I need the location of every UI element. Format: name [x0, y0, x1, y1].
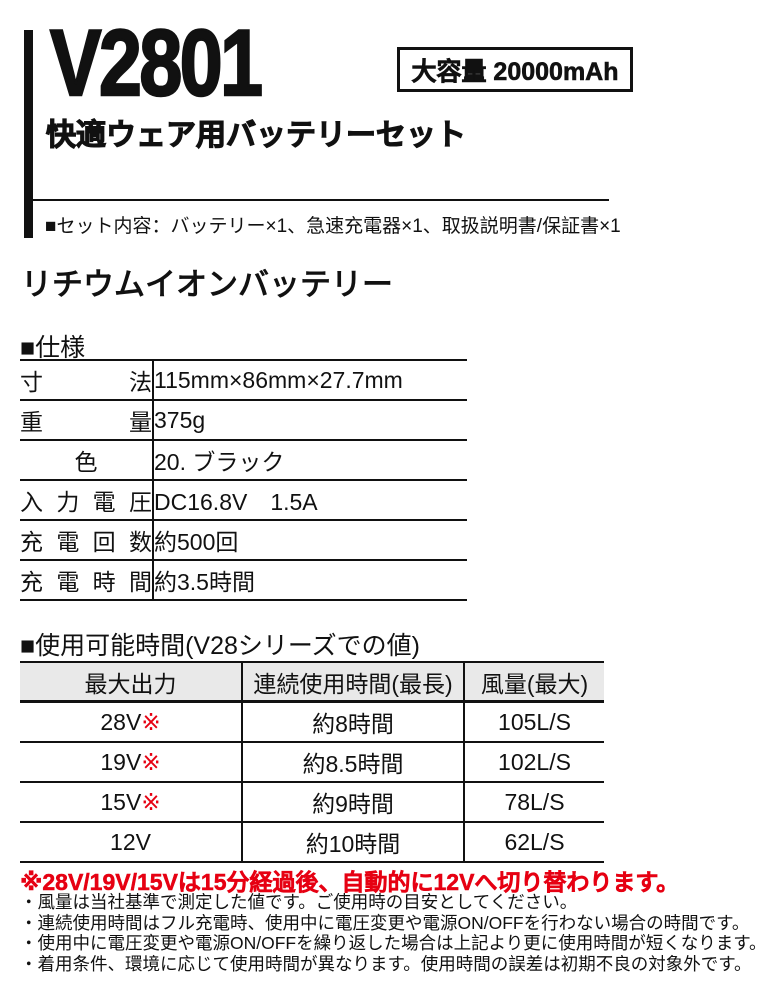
- footnote-wearing-conditions: ・着用条件、環境に応じて使用時間が異なります。使用時間の誤差は初期不良の対象外で…: [20, 953, 752, 974]
- spec-heading: ■仕様: [20, 334, 86, 362]
- usage-col-max-output: 最大出力: [20, 662, 243, 703]
- set-contents-text: ■セット内容：バッテリー×1、急速充電器×1、取扱説明書/保証書×1: [45, 216, 621, 237]
- usage-airflow-28v: 105L/S: [464, 701, 604, 743]
- voltage-label: 28V: [100, 708, 142, 735]
- spec-value-input-voltage: DC16.8V 1.5A: [153, 480, 467, 521]
- footnote-repeated-switching: ・使用中に電圧変更や電源ON/OFFを繰り返した場合は上記より更に使用時間が短く…: [20, 933, 762, 953]
- red-asterisk-mark: ※: [141, 788, 161, 815]
- spec-row-weight: 重 量 375g: [20, 400, 467, 441]
- usage-col-airflow: 風量(最大): [464, 662, 604, 703]
- spec-row-input-voltage: 入力電圧 DC16.8V 1.5A: [20, 480, 467, 521]
- spec-value-dimensions: 115mm×86mm×27.7mm: [153, 360, 467, 401]
- spec-table: 寸 法 115mm×86mm×27.7mm 重 量 375g 色 20. ブラッ…: [20, 359, 467, 601]
- red-asterisk-mark: ※: [141, 748, 161, 775]
- usage-duration-19v: 約8.5時間: [242, 742, 465, 783]
- voltage-switch-note: ※28V/19V/15Vは15分経過後、自動的に12Vへ切り替わります。: [20, 869, 680, 896]
- model-number: V2801: [49, 10, 264, 115]
- usage-duration-12v: 約10時間: [242, 822, 465, 863]
- spec-label-color: 色: [20, 440, 154, 481]
- usage-row-19v: 19V※ 約8.5時間 102L/S: [20, 742, 604, 783]
- spec-row-dimensions: 寸 法 115mm×86mm×27.7mm: [20, 360, 467, 401]
- accent-bar: [24, 30, 33, 238]
- voltage-label: 19V: [100, 748, 142, 775]
- usage-duration-15v: 約9時間: [242, 782, 465, 823]
- footnote-airflow: ・風量は当社基準で測定した値です。ご使用時の目安としてください。: [20, 892, 578, 912]
- capacity-badge: 大容量 20000mAh: [397, 47, 633, 92]
- usage-airflow-19v: 102L/S: [464, 742, 604, 783]
- usage-output-28v: 28V※: [20, 701, 243, 743]
- spec-label-dimensions: 寸 法: [20, 360, 154, 401]
- spec-label-charge-time: 充電時間: [20, 560, 154, 601]
- usage-output-15v: 15V※: [20, 782, 243, 823]
- voltage-label: 12V: [110, 828, 151, 855]
- spec-row-charge-time: 充電時間 約3.5時間: [20, 560, 467, 601]
- red-asterisk-mark: ※: [141, 708, 161, 735]
- usage-airflow-15v: 78L/S: [464, 782, 604, 823]
- footnote-duration-condition: ・連続使用時間はフル充電時、使用中に電圧変更や電源ON/OFFを行わない場合の時…: [20, 912, 750, 933]
- usage-col-duration: 連続使用時間(最長): [242, 662, 465, 703]
- spec-value-color: 20. ブラック: [153, 440, 467, 481]
- usage-duration-28v: 約8時間: [242, 701, 465, 743]
- spec-label-charge-cycles: 充電回数: [20, 520, 154, 561]
- spec-value-charge-time: 約3.5時間: [153, 560, 467, 601]
- battery-section-title: リチウムイオンバッテリー: [21, 267, 393, 302]
- usage-output-12v: 12V: [20, 822, 243, 863]
- usage-row-12v: 12V 約10時間 62L/S: [20, 822, 604, 863]
- spec-value-charge-cycles: 約500回: [153, 520, 467, 561]
- product-subtitle: 快適ウェア用バッテリーセット: [45, 118, 466, 152]
- usage-table: 最大出力 連続使用時間(最長) 風量(最大) 28V※ 約8時間 105L/S …: [20, 661, 604, 863]
- usage-heading: ■使用可能時間(V28シリーズでの値): [20, 632, 420, 660]
- usage-output-19v: 19V※: [20, 742, 243, 783]
- spec-label-input-voltage: 入力電圧: [20, 480, 154, 521]
- voltage-label: 15V: [100, 788, 142, 815]
- header-divider: [24, 199, 609, 201]
- spec-label-weight: 重 量: [20, 400, 154, 441]
- footnote-list: ・風量は当社基準で測定した値です。ご使用時の目安としてください。 ・連続使用時間…: [20, 892, 762, 974]
- spec-row-charge-cycles: 充電回数 約500回: [20, 520, 467, 561]
- usage-header-row: 最大出力 連続使用時間(最長) 風量(最大): [20, 662, 604, 703]
- usage-airflow-12v: 62L/S: [464, 822, 604, 863]
- spec-row-color: 色 20. ブラック: [20, 440, 467, 481]
- spec-value-weight: 375g: [153, 400, 467, 441]
- usage-row-15v: 15V※ 約9時間 78L/S: [20, 782, 604, 823]
- usage-row-28v: 28V※ 約8時間 105L/S: [20, 701, 604, 743]
